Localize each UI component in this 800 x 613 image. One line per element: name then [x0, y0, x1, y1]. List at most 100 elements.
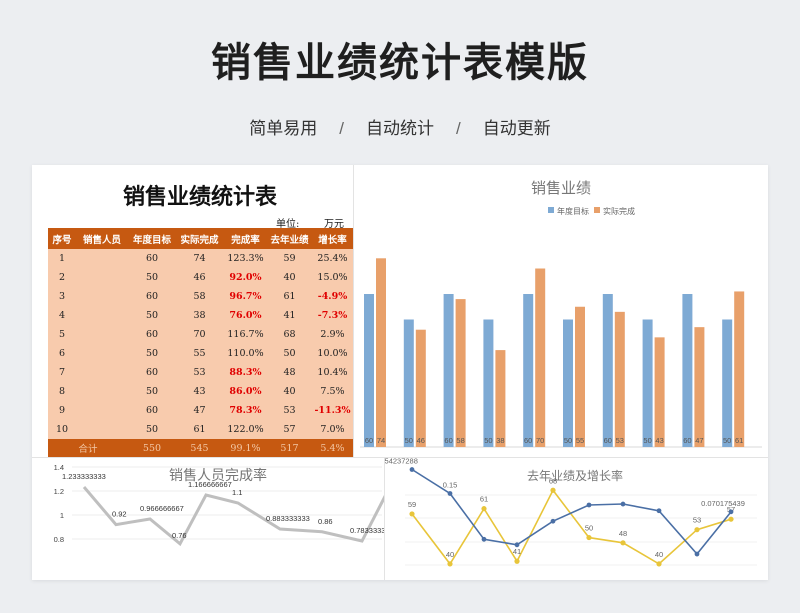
legend-swatch-target — [548, 207, 554, 213]
table-cell: 10.4% — [311, 363, 354, 382]
bar-data-label: 58 — [456, 436, 464, 445]
table-row: 10 50 61 122.0% 57 7.0% — [48, 420, 354, 439]
table-cell: 4 — [48, 306, 76, 325]
bar-data-label: 47 — [695, 436, 703, 445]
table-cell: 50 — [128, 420, 176, 439]
data-point — [447, 491, 453, 496]
bar-data-label: 70 — [536, 436, 544, 445]
table-cell: 50 — [128, 382, 176, 401]
table-cell: 7 — [48, 363, 76, 382]
point-label: 1.1 — [232, 488, 242, 497]
bar-data-label: 61 — [735, 436, 743, 445]
column-header: 年度目标 — [128, 228, 176, 249]
table-cell — [76, 344, 128, 363]
total-cell: 99.1% — [223, 439, 268, 457]
growth-chart: 去年业绩及增长率594061416850484053570.2542372880… — [385, 458, 757, 567]
table-row: 1 60 74 123.3% 59 25.4% — [48, 249, 354, 268]
table-cell: 15.0% — [311, 268, 354, 287]
table-cell: 55 — [176, 344, 223, 363]
table-title: 销售业绩统计表 — [122, 184, 277, 210]
table-cell: 60 — [128, 401, 176, 420]
table-cell: 122.0% — [223, 420, 268, 439]
bar-data-label: 60 — [365, 436, 373, 445]
bar-actual — [654, 337, 665, 447]
feature-2: 自动统计 — [366, 119, 434, 138]
table-cell: 8 — [48, 382, 76, 401]
bar-data-label: 60 — [444, 436, 452, 445]
table-cell — [76, 382, 128, 401]
table-cell: 47 — [176, 401, 223, 420]
table-row: 5 60 70 116.7% 68 2.9% — [48, 325, 354, 344]
table-cell: 50 — [268, 344, 311, 363]
bar-data-label: 38 — [496, 436, 504, 445]
y-tick-label: 1.2 — [54, 487, 64, 496]
growth-line — [411, 468, 732, 556]
data-point — [728, 509, 734, 515]
table-row: 2 50 46 92.0% 40 15.0% — [48, 268, 354, 287]
divider — [32, 457, 768, 458]
data-point — [514, 558, 520, 564]
table-cell: 40 — [268, 268, 311, 287]
page-title: 销售业绩统计表模版 — [211, 41, 589, 85]
table-cell: 53 — [176, 363, 223, 382]
table-cell — [76, 325, 128, 344]
table-cell: 9 — [48, 401, 76, 420]
bar-actual — [495, 350, 506, 447]
divider — [353, 165, 354, 457]
point-label: 0.070175439 — [701, 499, 745, 508]
y-tick-label: 1.4 — [54, 463, 64, 472]
table-cell: 38 — [176, 306, 223, 325]
bar-actual — [575, 306, 585, 447]
table-cell: 76.0% — [223, 306, 268, 325]
table-cell — [76, 249, 128, 268]
data-point — [409, 511, 415, 517]
point-label: 1.166666667 — [188, 480, 232, 489]
table-cell: 5 — [48, 325, 76, 344]
point-label: 50 — [585, 524, 593, 533]
table-cell: 50 — [128, 306, 176, 325]
legend-label: 实际完成 — [603, 206, 635, 216]
table-cell: 88.3% — [223, 363, 268, 382]
y-tick-label: 0.8 — [54, 535, 64, 544]
point-label: 0.86 — [318, 517, 333, 526]
bar-target — [642, 319, 653, 447]
bar-target — [483, 319, 494, 447]
table-cell — [76, 287, 128, 306]
table-cell: 40 — [268, 382, 311, 401]
table-cell: -7.3% — [311, 306, 354, 325]
bar-data-label: 50 — [484, 436, 492, 445]
table-cell: 2.9% — [311, 325, 354, 344]
data-point — [586, 534, 592, 541]
column-header: 完成率 — [223, 228, 268, 249]
table-cell — [76, 420, 128, 439]
data-point — [447, 561, 453, 567]
table-cell — [76, 306, 128, 325]
data-point — [620, 540, 626, 546]
bar-target — [722, 319, 733, 447]
unit-value: 万元 — [324, 219, 344, 230]
table-cell: 61 — [176, 420, 223, 439]
separator: / — [339, 119, 344, 138]
table-cell: -11.3% — [311, 401, 354, 420]
bar-target — [563, 319, 573, 447]
table-cell: 59 — [268, 249, 311, 268]
feature-1: 简单易用 — [249, 119, 318, 138]
table-cell: 7.0% — [311, 420, 354, 439]
bar-target — [602, 294, 613, 447]
point-label: 48 — [619, 529, 627, 538]
table-cell: 25.4% — [311, 249, 354, 268]
table-cell: 53 — [268, 401, 311, 420]
point-label: 53 — [693, 516, 701, 525]
table-row: 9 60 47 78.3% 53 -11.3% — [48, 401, 354, 420]
table-cell: 46 — [176, 268, 223, 287]
table-cell: 78.3% — [223, 401, 268, 420]
point-label: 0.76 — [172, 531, 187, 540]
bar-data-label: 50 — [723, 436, 731, 445]
table-cell: 60 — [128, 249, 176, 268]
table-cell: 68 — [268, 325, 311, 344]
y-tick-label: 1 — [60, 511, 64, 520]
total-cell: 545 — [176, 439, 223, 457]
data-point — [586, 502, 592, 508]
point-label: 68 — [549, 476, 557, 485]
